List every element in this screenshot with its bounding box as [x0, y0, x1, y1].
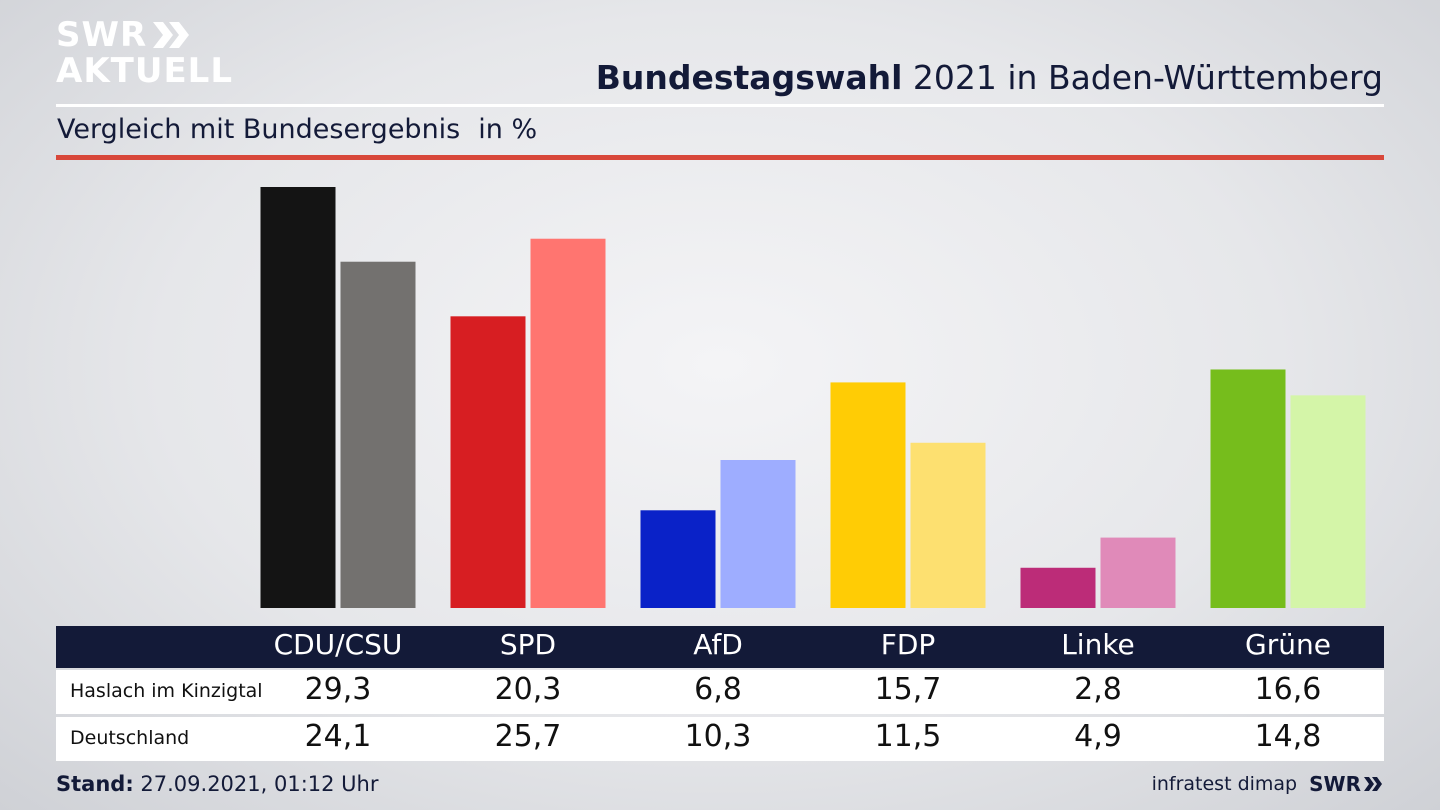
footer-chevrons-icon — [1364, 777, 1382, 791]
page-title: Bundestagswahl 2021 in Baden-Württemberg — [596, 58, 1383, 97]
bar-linke-deutschland — [1100, 537, 1176, 608]
value-fdp-deutschland: 11,5 — [874, 719, 942, 754]
stand-label: Stand: — [56, 772, 134, 796]
logo-aktuell-text: AKTUELL — [56, 51, 234, 91]
bar-afd-haslach — [640, 510, 716, 608]
subtitle-unit: in % — [478, 114, 538, 145]
subtitle-main: Vergleich mit Bundesergebnis — [57, 114, 461, 145]
bar-afd-deutschland — [720, 460, 796, 608]
bar-linke-haslach — [1020, 567, 1096, 608]
party-label-cdu-csu: CDU/CSU — [273, 628, 403, 661]
value-gr-ne-deutschland: 14,8 — [1254, 719, 1322, 754]
table-row: Deutschland 24,1 25,7 10,3 11,5 4,9 14,8 — [56, 717, 1384, 761]
swr-footer-logo: SWR — [1309, 772, 1383, 796]
bar-gr-ne-deutschland — [1290, 395, 1366, 608]
value-spd-deutschland: 25,7 — [494, 719, 562, 754]
value-spd-haslach: 20,3 — [494, 672, 562, 707]
value-fdp-haslach: 15,7 — [874, 672, 942, 707]
swr-aktuell-logo: SWR AKTUELL — [56, 18, 233, 88]
party-label-gr-ne: Grüne — [1245, 628, 1331, 661]
accent-rule — [56, 155, 1384, 160]
chart-subtitle: Vergleich mit Bundesergebnis in % — [57, 114, 537, 145]
header-divider — [56, 104, 1384, 107]
bar-spd-deutschland — [530, 238, 606, 608]
logo-chevrons-icon — [153, 22, 190, 48]
bar-fdp-haslach — [830, 382, 906, 608]
timestamp: Stand: 27.09.2021, 01:12 Uhr — [56, 772, 379, 796]
bar-gr-ne-haslach — [1210, 369, 1286, 608]
bar-cdu-csu-haslach — [260, 187, 336, 608]
title-rest: 2021 in Baden-Württemberg — [902, 58, 1383, 97]
bar-cdu-csu-deutschland — [340, 261, 416, 608]
party-label-linke: Linke — [1061, 628, 1135, 661]
source-text: infratest dimap — [1151, 773, 1298, 795]
party-label-fdp: FDP — [880, 628, 936, 661]
source-credit: infratest dimap SWR — [1152, 772, 1383, 796]
value-cdu-csu-deutschland: 24,1 — [304, 719, 372, 754]
bar-spd-haslach — [450, 316, 526, 608]
value-linke-haslach: 2,8 — [1074, 672, 1122, 707]
table-row: Haslach im Kinzigtal 29,3 20,3 6,8 15,7 2,8 1… — [56, 670, 1384, 714]
stand-value: 27.09.2021, 01:12 Uhr — [133, 772, 379, 796]
value-gr-ne-haslach: 16,6 — [1254, 672, 1322, 707]
title-bold: Bundestagswahl — [595, 58, 903, 97]
party-header-row: CDU/CSU SPD AfD FDP Linke Grüne — [56, 626, 1384, 668]
party-label-spd: SPD — [499, 628, 557, 661]
bar-fdp-deutschland — [910, 442, 986, 608]
value-afd-haslach: 6,8 — [694, 672, 742, 707]
value-afd-deutschland: 10,3 — [684, 719, 752, 754]
swr-footer-text: SWR — [1309, 772, 1361, 796]
value-linke-deutschland: 4,9 — [1074, 719, 1122, 754]
party-label-afd: AfD — [693, 628, 743, 661]
row-label-haslach: Haslach im Kinzigtal — [70, 680, 263, 702]
logo-swr-text: SWR — [56, 15, 148, 55]
row-label-deutschland: Deutschland — [70, 727, 190, 749]
value-cdu-csu-haslach: 29,3 — [304, 672, 372, 707]
